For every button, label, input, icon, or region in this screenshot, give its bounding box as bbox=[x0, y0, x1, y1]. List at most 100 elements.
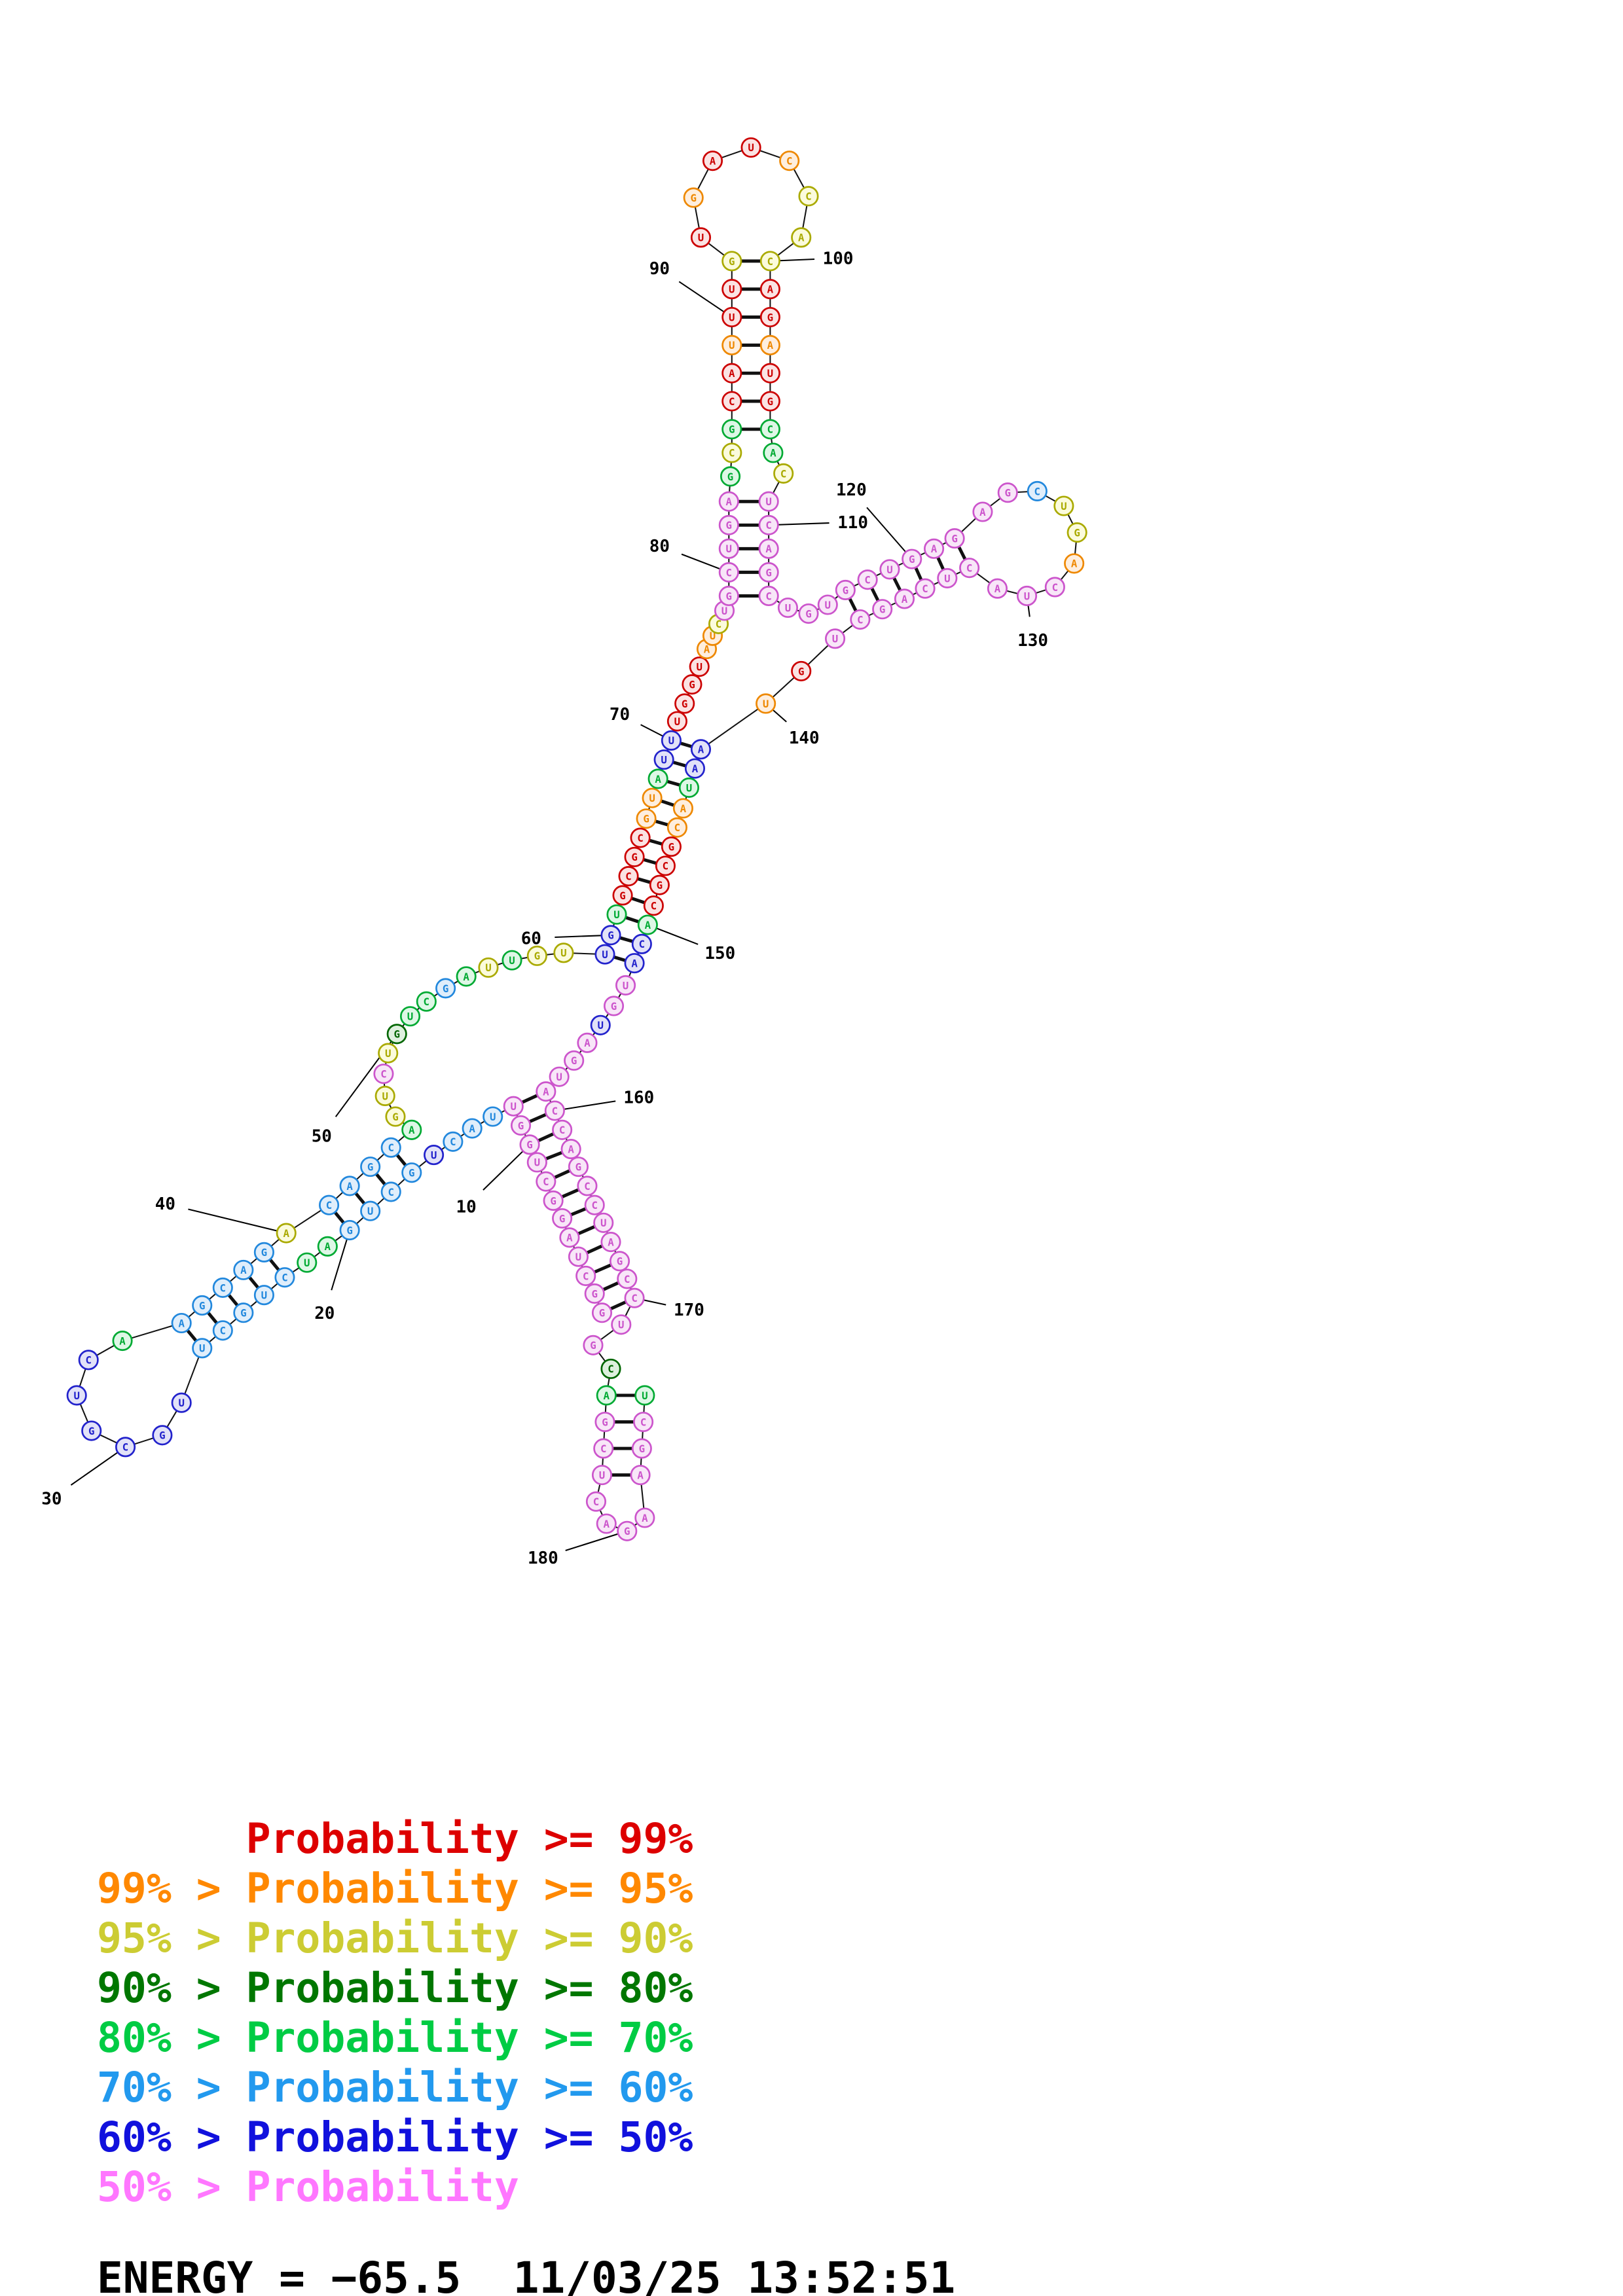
nucleotide-base: U bbox=[1024, 590, 1030, 602]
nucleotide-base: U bbox=[642, 1390, 648, 1402]
nucleotide bbox=[549, 1066, 570, 1087]
nucleotide bbox=[399, 1006, 421, 1027]
nucleotide bbox=[756, 693, 776, 714]
nucleotide-base: U bbox=[765, 495, 771, 508]
nucleotide bbox=[380, 1137, 401, 1158]
nucleotide-base: C bbox=[864, 574, 870, 586]
nucleotide-base: C bbox=[631, 1292, 638, 1304]
nucleotide-base: A bbox=[283, 1227, 289, 1240]
nucleotide-base: U bbox=[199, 1342, 206, 1355]
nucleotide bbox=[543, 1190, 564, 1211]
nucleotide bbox=[606, 904, 627, 925]
nucleotide-base: C bbox=[726, 566, 733, 579]
nucleotide bbox=[647, 768, 668, 789]
nucleotide bbox=[617, 1268, 638, 1289]
nucleotide bbox=[339, 1175, 360, 1196]
nucleotide-base: C bbox=[1052, 581, 1058, 594]
nucleotide bbox=[233, 1302, 254, 1323]
legend-item: 50% > Probability bbox=[97, 2163, 519, 2211]
nucleotide-base: A bbox=[902, 593, 908, 605]
nucleotide-base: G bbox=[690, 192, 697, 204]
nucleotide bbox=[584, 1283, 605, 1304]
nucleotide-base: G bbox=[843, 584, 848, 596]
nucleotide bbox=[1067, 522, 1087, 543]
nucleotide bbox=[594, 1411, 615, 1433]
nucleotide bbox=[624, 846, 645, 867]
label-leader-line bbox=[866, 507, 913, 560]
nucleotide bbox=[825, 628, 846, 649]
nucleotide-base: U bbox=[674, 715, 681, 728]
nucleotide bbox=[380, 1181, 401, 1202]
nucleotide bbox=[690, 739, 712, 760]
nucleotide bbox=[526, 1152, 547, 1173]
nucleotide-base: A bbox=[603, 1518, 610, 1530]
nucleotide-base: A bbox=[979, 506, 986, 518]
nucleotide-base: U bbox=[261, 1289, 268, 1302]
sequence-number-label: 140 bbox=[789, 728, 820, 748]
label-leader-line bbox=[70, 1446, 126, 1486]
nucleotide-base: A bbox=[767, 339, 774, 351]
nucleotide-base: U bbox=[597, 1019, 604, 1031]
nucleotide bbox=[600, 1232, 621, 1253]
legend-item: 90% > Probability >= 80% bbox=[97, 1964, 693, 2012]
nucleotide-base: U bbox=[698, 232, 704, 244]
nucleotide bbox=[378, 1043, 399, 1064]
nucleotide-base: U bbox=[785, 601, 792, 614]
sequence-number-label: 40 bbox=[155, 1194, 175, 1214]
nucleotide-base: G bbox=[726, 590, 733, 602]
nucleotide-base: C bbox=[651, 900, 657, 912]
nucleotide bbox=[112, 1331, 133, 1352]
nucleotide-base: A bbox=[798, 232, 805, 244]
nucleotide bbox=[590, 1014, 611, 1035]
sequence-number-label: 80 bbox=[649, 537, 670, 556]
nucleotide-base: G bbox=[526, 1139, 533, 1151]
nucleotide bbox=[575, 1265, 596, 1286]
nucleotide bbox=[615, 975, 636, 996]
nucleotide-base: G bbox=[409, 1167, 415, 1179]
nucleotide bbox=[721, 419, 742, 440]
nucleotide-base: A bbox=[680, 802, 687, 815]
sequence-number-label: 70 bbox=[610, 705, 630, 725]
nucleotide bbox=[634, 1507, 655, 1528]
nucleotide bbox=[721, 251, 742, 272]
nucleotide-base: G bbox=[611, 1000, 617, 1013]
nucleotide bbox=[593, 1438, 614, 1459]
nucleotide-base: G bbox=[689, 679, 695, 691]
nucleotide bbox=[902, 548, 922, 569]
nucleotide bbox=[618, 866, 639, 887]
nucleotide-base: U bbox=[726, 543, 733, 555]
nucleotide-base: G bbox=[909, 553, 915, 565]
nucleotide bbox=[682, 674, 702, 695]
nucleotide bbox=[835, 579, 856, 601]
nucleotide-base: U bbox=[696, 661, 702, 673]
nucleotide bbox=[66, 1385, 87, 1406]
nucleotide bbox=[233, 1259, 254, 1280]
nucleotide bbox=[274, 1267, 295, 1288]
nucleotide-base: G bbox=[534, 950, 541, 962]
nucleotide bbox=[721, 391, 742, 412]
sequence-number-label: 160 bbox=[623, 1088, 654, 1108]
nucleotide-base: A bbox=[645, 919, 651, 931]
nucleotide-base: G bbox=[602, 1416, 608, 1428]
nucleotide bbox=[924, 538, 945, 559]
nucleotide bbox=[674, 693, 695, 714]
nucleotide bbox=[386, 1024, 407, 1045]
nucleotide bbox=[987, 578, 1008, 599]
nucleotide bbox=[633, 1411, 654, 1433]
nucleotide-base: A bbox=[543, 1086, 549, 1098]
nucleotide-base: G bbox=[575, 1160, 582, 1173]
nucleotide bbox=[478, 957, 499, 978]
nucleotide bbox=[510, 1115, 532, 1136]
nucleotide-base: U bbox=[178, 1397, 185, 1409]
nucleotide bbox=[759, 306, 780, 328]
nucleotide bbox=[519, 1134, 540, 1155]
nucleotide-base: C bbox=[608, 1363, 614, 1375]
nucleotide bbox=[630, 827, 651, 848]
nucleotide bbox=[721, 363, 742, 384]
nucleotide bbox=[212, 1277, 233, 1298]
nucleotide bbox=[661, 836, 682, 857]
nucleotide bbox=[401, 1162, 422, 1183]
nucleotide-base: A bbox=[642, 1512, 648, 1524]
nucleotide bbox=[879, 559, 900, 580]
